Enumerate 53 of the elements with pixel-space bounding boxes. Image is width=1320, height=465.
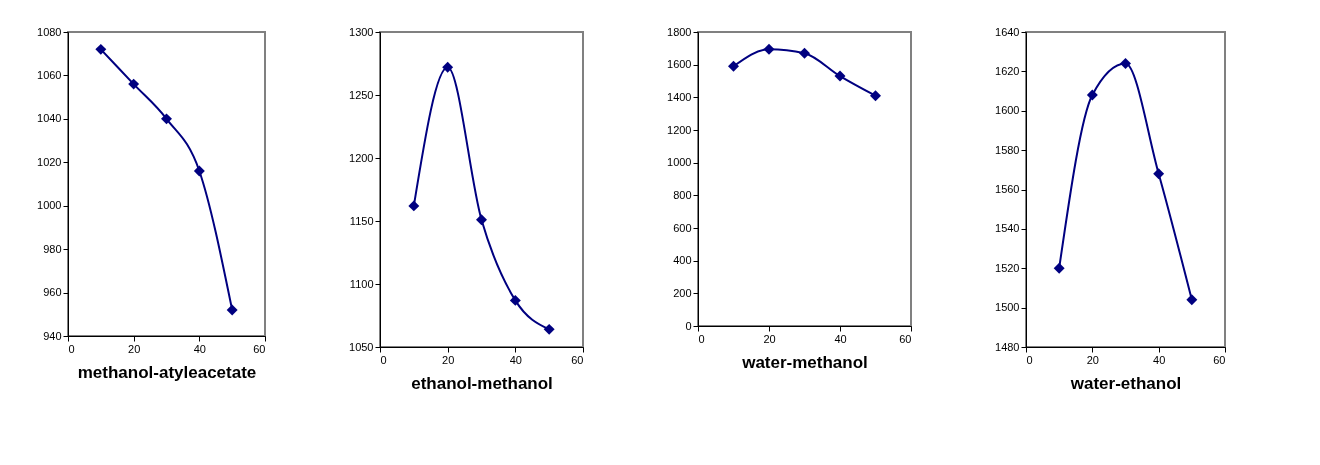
y-tick-label: 1500 <box>995 301 1020 314</box>
y-tick-label: 1620 <box>995 64 1020 77</box>
y-tick-label: 1200 <box>667 123 692 136</box>
x-tick-label: 20 <box>763 332 776 345</box>
x-axis-title: ethanol-methanol <box>411 373 553 393</box>
y-tick-label: 1580 <box>995 143 1020 156</box>
y-tick-label: 1000 <box>37 199 62 212</box>
y-tick-label: 1800 <box>667 25 692 38</box>
y-tick-label: 980 <box>43 242 62 255</box>
y-tick-label: 1480 <box>995 340 1020 353</box>
x-axis-title: water-ethanol <box>1069 373 1182 393</box>
y-tick-label: 940 <box>43 329 62 342</box>
y-tick-label: 960 <box>43 286 62 299</box>
x-tick-label: 20 <box>1086 353 1099 366</box>
y-tick-label: 1150 <box>349 214 374 227</box>
y-tick-label: 1020 <box>37 155 62 168</box>
y-tick-label: 1080 <box>37 25 62 38</box>
y-tick-label: 1250 <box>349 88 374 101</box>
y-tick-label: 1560 <box>995 183 1020 195</box>
x-tick-label: 40 <box>1153 353 1166 366</box>
y-tick-label: 1600 <box>667 58 692 71</box>
x-tick-label: 60 <box>253 342 266 355</box>
x-axis-title: water-methanol <box>741 352 868 372</box>
x-tick-label: 40 <box>509 353 522 366</box>
x-tick-label: 0 <box>698 332 705 345</box>
y-tick-label: 1600 <box>995 104 1020 117</box>
x-tick-label: 60 <box>571 353 584 366</box>
x-tick-label: 0 <box>380 353 387 366</box>
y-tick-label: 400 <box>673 254 692 267</box>
x-tick-label: 60 <box>1213 353 1226 366</box>
x-axis-title: methanol-atyleacetate <box>77 362 257 382</box>
y-tick-label: 200 <box>673 286 692 299</box>
x-tick-label: 20 <box>442 353 455 366</box>
y-tick-label: 0 <box>685 319 692 332</box>
y-tick-label: 600 <box>673 221 692 234</box>
x-tick-label: 40 <box>834 332 847 345</box>
y-tick-label: 800 <box>673 188 692 201</box>
y-tick-label: 1000 <box>667 156 692 169</box>
y-tick-label: 1540 <box>995 222 1020 235</box>
y-tick-label: 1060 <box>37 68 62 81</box>
x-tick-label: 40 <box>193 342 206 355</box>
x-tick-label: 60 <box>899 332 912 345</box>
x-tick-label: 20 <box>128 342 141 355</box>
y-tick-label: 1640 <box>995 25 1020 38</box>
y-tick-label: 1200 <box>349 151 374 164</box>
y-tick-label: 1040 <box>37 112 62 125</box>
y-tick-label: 1100 <box>349 277 374 290</box>
y-tick-label: 1520 <box>995 261 1020 274</box>
x-tick-label: 0 <box>1026 353 1033 366</box>
x-tick-label: 0 <box>68 342 75 355</box>
y-tick-label: 1300 <box>349 25 374 38</box>
y-tick-label: 1050 <box>349 340 374 353</box>
y-tick-label: 1400 <box>667 90 692 103</box>
